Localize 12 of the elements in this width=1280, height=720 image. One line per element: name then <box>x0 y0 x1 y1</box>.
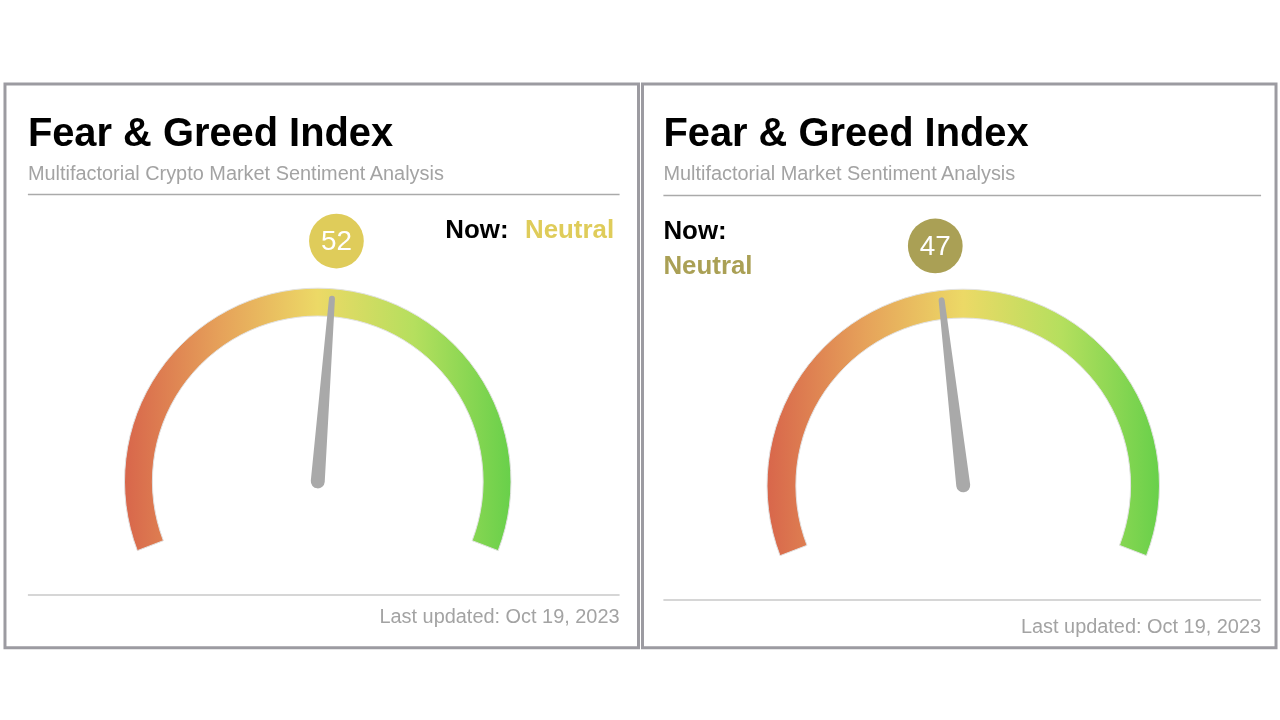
data-label: 52 <box>320 225 352 257</box>
text: Multifactorial Crypto Market Sentiment Analysis <box>27 161 444 184</box>
text: Fear & Greed Index <box>663 109 1029 154</box>
text: Multifactorial Market Sentiment Analysis <box>663 161 1016 184</box>
text: Fear & Greed Index <box>27 109 394 154</box>
text: Neutral <box>524 215 615 244</box>
text: Now: <box>663 216 727 245</box>
text: Neutral <box>663 251 753 280</box>
data-label: 47 <box>919 229 951 261</box>
text: Last updated: Oct 19, 2023 <box>379 604 620 627</box>
text: Now: <box>445 215 509 244</box>
text: Last updated: Oct 19, 2023 <box>1020 614 1262 637</box>
